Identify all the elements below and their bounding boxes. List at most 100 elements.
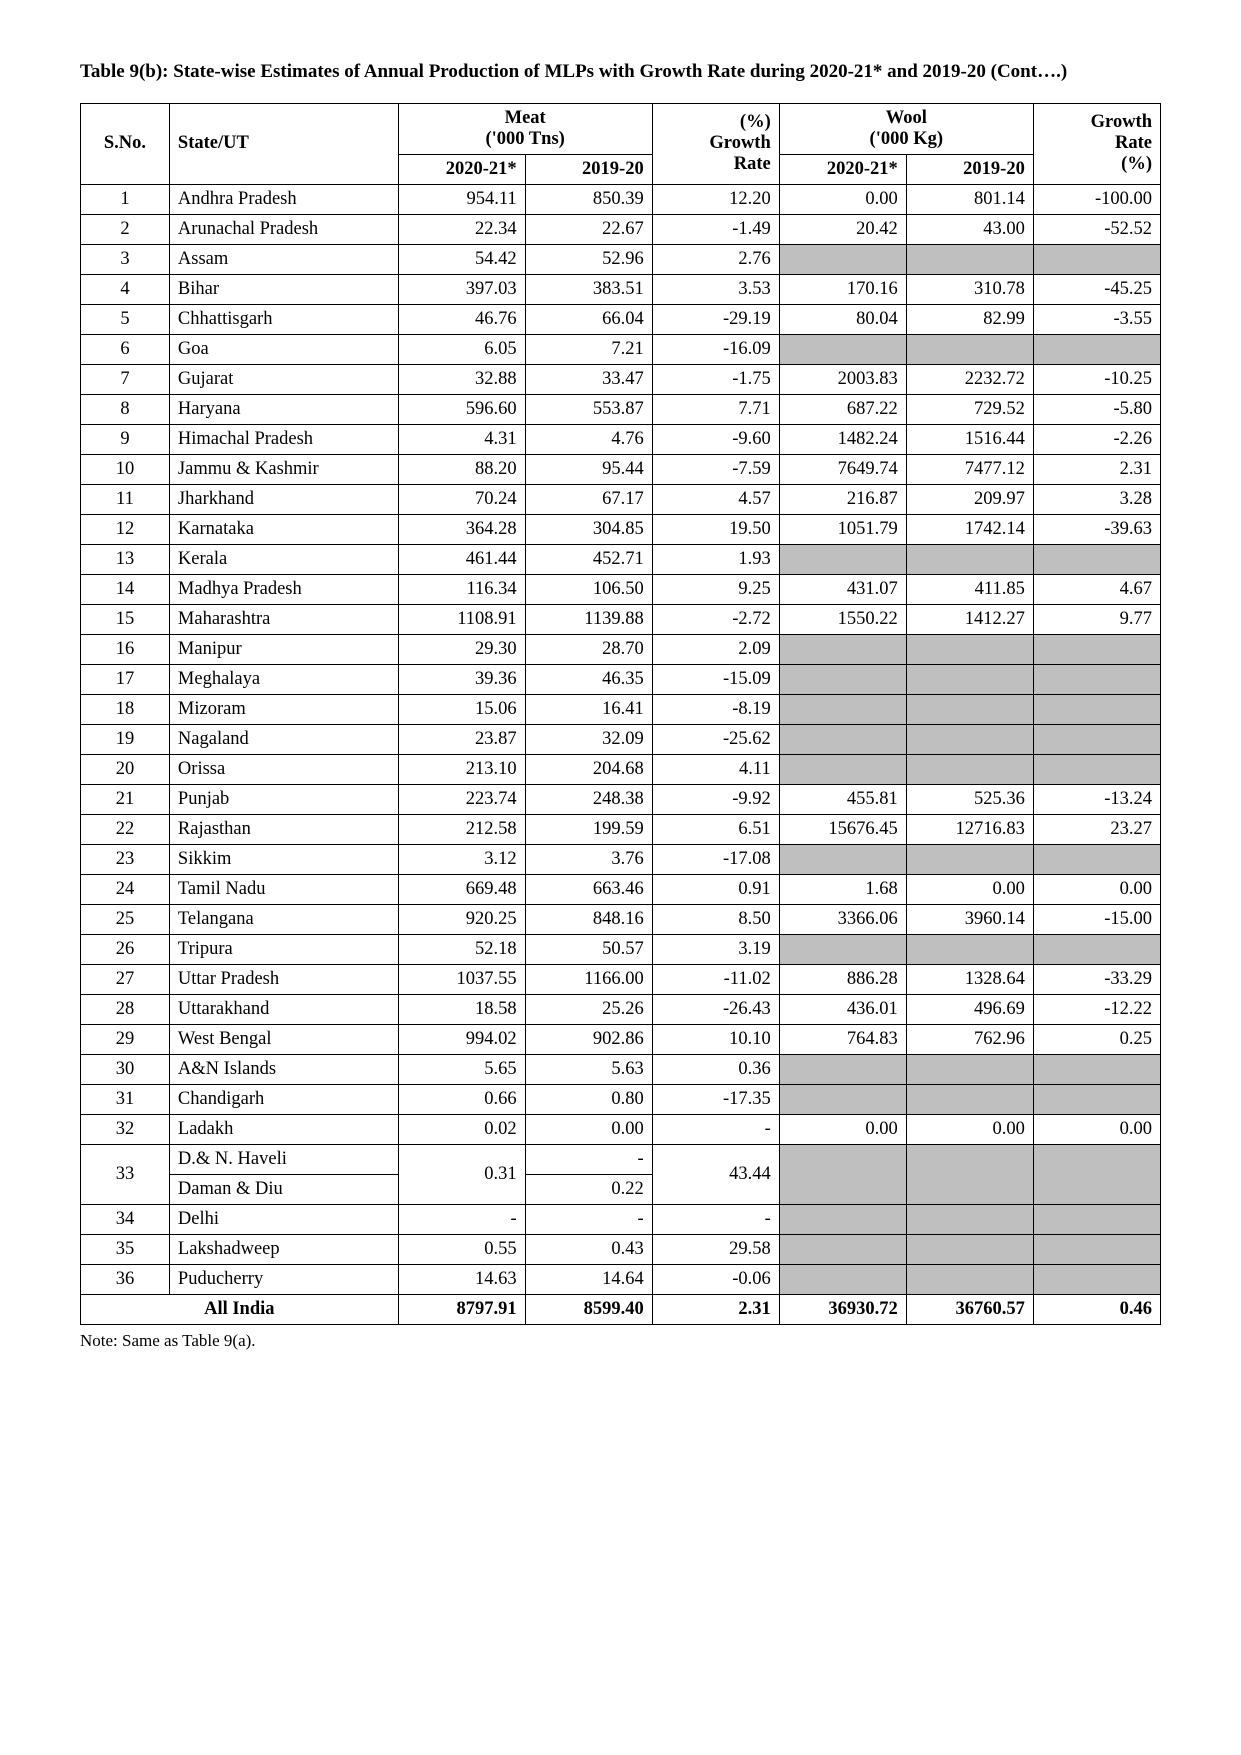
state-cell: Andhra Pradesh — [169, 184, 398, 214]
meat-2021: 23.87 — [398, 724, 525, 754]
wool-growth: -10.25 — [1033, 364, 1160, 394]
wool-2020 — [906, 1264, 1033, 1294]
wool-growth: -3.55 — [1033, 304, 1160, 334]
state-cell: Ladakh — [169, 1114, 398, 1144]
meat-2020: - — [525, 1144, 652, 1174]
wool-2020: 411.85 — [906, 574, 1033, 604]
wool-2021 — [779, 1084, 906, 1114]
wool-2020: 12716.83 — [906, 814, 1033, 844]
meat-2021: 18.58 — [398, 994, 525, 1024]
table-row: 10Jammu & Kashmir88.2095.44-7.597649.747… — [81, 454, 1161, 484]
wool-2021: 7649.74 — [779, 454, 906, 484]
state-cell: Orissa — [169, 754, 398, 784]
wool-2021: 455.81 — [779, 784, 906, 814]
table-row: 11Jharkhand70.2467.174.57216.87209.973.2… — [81, 484, 1161, 514]
wool-growth: -100.00 — [1033, 184, 1160, 214]
meat-2021: 364.28 — [398, 514, 525, 544]
sno-cell: 22 — [81, 814, 170, 844]
sno-cell: 9 — [81, 424, 170, 454]
meat-growth: 6.51 — [652, 814, 779, 844]
meat-2020: 28.70 — [525, 634, 652, 664]
wool-growth: -5.80 — [1033, 394, 1160, 424]
meat-2021: 54.42 — [398, 244, 525, 274]
meat-2020: 14.64 — [525, 1264, 652, 1294]
wool-growth: 2.31 — [1033, 454, 1160, 484]
table-row: 29West Bengal994.02902.8610.10764.83762.… — [81, 1024, 1161, 1054]
wool-growth — [1033, 934, 1160, 964]
wool-2021 — [779, 1144, 906, 1204]
meat-growth: 3.53 — [652, 274, 779, 304]
table-row: 4Bihar397.03383.513.53170.16310.78-45.25 — [81, 274, 1161, 304]
sno-cell: 33 — [81, 1144, 170, 1204]
meat-2020: - — [525, 1204, 652, 1234]
wool-2020 — [906, 844, 1033, 874]
meat-growth: -15.09 — [652, 664, 779, 694]
state-cell: Punjab — [169, 784, 398, 814]
wool-growth: -52.52 — [1033, 214, 1160, 244]
meat-2020: 67.17 — [525, 484, 652, 514]
wool-2021: 1051.79 — [779, 514, 906, 544]
wool-growth: 0.25 — [1033, 1024, 1160, 1054]
meat-growth: 19.50 — [652, 514, 779, 544]
wool-growth: -45.25 — [1033, 274, 1160, 304]
data-table: S.No. State/UT Meat('000 Tns) (%)GrowthR… — [80, 103, 1161, 1325]
wool-2020: 1742.14 — [906, 514, 1033, 544]
sno-cell: 10 — [81, 454, 170, 484]
meat-growth: -7.59 — [652, 454, 779, 484]
wool-growth: 23.27 — [1033, 814, 1160, 844]
meat-2020: 663.46 — [525, 874, 652, 904]
meat-2021: 46.76 — [398, 304, 525, 334]
sno-cell: 32 — [81, 1114, 170, 1144]
meat-2020: 199.59 — [525, 814, 652, 844]
header-state: State/UT — [169, 103, 398, 184]
wool-growth — [1033, 724, 1160, 754]
meat-2021: 1037.55 — [398, 964, 525, 994]
sno-cell: 1 — [81, 184, 170, 214]
meat-2020: 304.85 — [525, 514, 652, 544]
total-meat-growth: 2.31 — [652, 1294, 779, 1324]
header-wool-y1: 2020-21* — [779, 154, 906, 184]
header-meat-y2: 2019-20 — [525, 154, 652, 184]
meat-growth: 8.50 — [652, 904, 779, 934]
meat-growth: -9.60 — [652, 424, 779, 454]
meat-growth: 43.44 — [652, 1144, 779, 1204]
meat-2021: 0.55 — [398, 1234, 525, 1264]
table-row: 14Madhya Pradesh116.34106.509.25431.0741… — [81, 574, 1161, 604]
table-row: 35Lakshadweep0.550.4329.58 — [81, 1234, 1161, 1264]
state-cell: Uttarakhand — [169, 994, 398, 1024]
table-row: 25Telangana920.25848.168.503366.063960.1… — [81, 904, 1161, 934]
wool-growth: -33.29 — [1033, 964, 1160, 994]
table-row: 19Nagaland23.8732.09-25.62 — [81, 724, 1161, 754]
sno-cell: 11 — [81, 484, 170, 514]
meat-2020: 106.50 — [525, 574, 652, 604]
header-meat-y1: 2020-21* — [398, 154, 525, 184]
wool-2021: 80.04 — [779, 304, 906, 334]
wool-2020: 3960.14 — [906, 904, 1033, 934]
table-row: 9Himachal Pradesh4.314.76-9.601482.24151… — [81, 424, 1161, 454]
sno-cell: 4 — [81, 274, 170, 304]
state-cell: Chhattisgarh — [169, 304, 398, 334]
meat-growth: 4.57 — [652, 484, 779, 514]
wool-2020: 801.14 — [906, 184, 1033, 214]
wool-2020: 1412.27 — [906, 604, 1033, 634]
wool-growth — [1033, 1144, 1160, 1204]
wool-2021: 216.87 — [779, 484, 906, 514]
wool-2020: 7477.12 — [906, 454, 1033, 484]
wool-2021: 20.42 — [779, 214, 906, 244]
meat-2021: 920.25 — [398, 904, 525, 934]
meat-growth: 12.20 — [652, 184, 779, 214]
wool-growth — [1033, 1204, 1160, 1234]
wool-2021: 15676.45 — [779, 814, 906, 844]
wool-2021 — [779, 1264, 906, 1294]
meat-2020: 383.51 — [525, 274, 652, 304]
wool-2020: 0.00 — [906, 874, 1033, 904]
meat-2020: 22.67 — [525, 214, 652, 244]
wool-2020 — [906, 544, 1033, 574]
wool-growth: -2.26 — [1033, 424, 1160, 454]
state-cell: Manipur — [169, 634, 398, 664]
wool-growth: -13.24 — [1033, 784, 1160, 814]
meat-2020: 902.86 — [525, 1024, 652, 1054]
wool-2021 — [779, 724, 906, 754]
sno-cell: 12 — [81, 514, 170, 544]
wool-growth — [1033, 754, 1160, 784]
